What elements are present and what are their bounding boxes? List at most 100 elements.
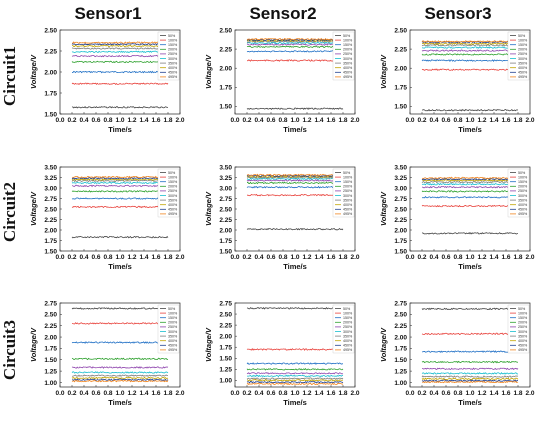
- x-tick-label: 0.0: [55, 117, 64, 124]
- y-tick-label: 1.75: [394, 346, 407, 353]
- x-tick-label: 0.4: [429, 117, 438, 124]
- legend-label: 350%: [168, 61, 178, 65]
- legend-label: 350%: [518, 198, 528, 202]
- series-line-100pct: [421, 204, 519, 208]
- x-tick-label: 1.4: [314, 117, 323, 124]
- x-axis-label: Time/s: [458, 262, 482, 271]
- legend-label: 100%: [168, 38, 178, 42]
- x-tick-label: 0.4: [79, 390, 88, 397]
- legend-label: 250%: [518, 325, 528, 329]
- x-tick-label: 1.4: [139, 117, 148, 124]
- x-tick-label: 0.8: [103, 390, 112, 397]
- x-tick-label: 0.4: [254, 254, 263, 261]
- series-line-300pct: [421, 371, 519, 375]
- x-tick-label: 1.2: [302, 254, 311, 261]
- panel-circuit3-sensor2: 0.0 0.2 0.4 0.6 0.8 1.0 1.2 1.4 1.6 1.8 2.0 1.00 1.2…: [204, 300, 360, 407]
- y-tick-label: 3.00: [44, 185, 57, 192]
- series-line-495pct: [246, 173, 344, 177]
- y-tick-label: 1.75: [219, 345, 232, 352]
- y-tick-label: 2.50: [394, 206, 407, 213]
- y-tick-label: 1.25: [219, 367, 232, 374]
- x-tick-label: 1.2: [477, 117, 486, 124]
- x-tick-label: 0.8: [453, 390, 462, 397]
- legend-label: 495%: [518, 348, 528, 352]
- x-tick-label: 1.6: [151, 117, 160, 124]
- legend-label: 200%: [343, 48, 353, 52]
- x-tick-label: 0.6: [266, 254, 275, 261]
- y-tick-label: 2.25: [219, 217, 232, 224]
- y-tick-label: 2.25: [219, 322, 232, 329]
- x-tick-label: 1.6: [151, 254, 160, 261]
- legend-label: 150%: [168, 43, 178, 47]
- y-tick-label: 1.75: [219, 85, 232, 92]
- panel-circuit3-sensor3: 0.0 0.2 0.4 0.6 0.8 1.0 1.2 1.4 1.6 1.8 2.0 1.00 1.2…: [379, 300, 535, 407]
- y-tick-label: 2.50: [44, 27, 57, 34]
- x-tick-label: 0.6: [266, 117, 275, 124]
- legend-label: 350%: [343, 61, 353, 65]
- y-tick-label: 1.00: [219, 378, 232, 385]
- legend-label: 300%: [168, 194, 178, 198]
- series-line-400pct: [421, 42, 519, 46]
- legend-label: 495%: [343, 212, 353, 216]
- legend-label: 350%: [518, 61, 528, 65]
- x-tick-label: 1.2: [477, 254, 486, 261]
- x-tick-label: 0.6: [441, 117, 450, 124]
- x-tick-label: 1.4: [489, 117, 498, 124]
- x-axis-label: Time/s: [283, 262, 307, 271]
- legend-label: 450%: [343, 344, 353, 348]
- y-tick-label: 1.50: [394, 248, 407, 255]
- x-tick-label: 0.0: [230, 254, 239, 261]
- x-tick-label: 0.8: [103, 117, 112, 124]
- y-tick-label: 2.25: [394, 323, 407, 330]
- panel-circuit1-sensor3: 0.0 0.2 0.4 0.6 0.8 1.0 1.2 1.4 1.6 1.8 2.0 1.50 1.7…: [379, 27, 535, 134]
- series-line-100pct: [421, 68, 519, 71]
- x-axis-label: Time/s: [283, 125, 307, 134]
- x-tick-label: 0.8: [453, 117, 462, 124]
- y-tick-label: 1.00: [44, 380, 57, 387]
- y-tick-label: 1.75: [44, 238, 57, 245]
- series-line-300pct: [421, 182, 519, 186]
- panel-circuit1-sensor1: 0.0 0.2 0.4 0.6 0.8 1.0 1.2 1.4 1.6 1.8 2.0 1.50 1.7…: [29, 27, 185, 134]
- series-line-50pct: [246, 107, 344, 111]
- series-line-200pct: [421, 53, 519, 56]
- series-line-100pct: [71, 322, 169, 325]
- panel-circuit2-sensor3: 0.0 0.2 0.4 0.6 0.8 1.0 1.2 1.4 1.6 1.8 2.0 1.50 1.7…: [379, 164, 535, 271]
- legend-label: 50%: [343, 171, 351, 175]
- column-title-sensor1: Sensor1: [74, 4, 141, 23]
- x-tick-label: 0.6: [441, 390, 450, 397]
- legend-label: 200%: [518, 185, 528, 189]
- series-line-250pct: [71, 366, 169, 369]
- y-tick-label: 1.50: [219, 104, 232, 111]
- x-axis-label: Time/s: [108, 398, 132, 407]
- y-tick-label: 1.25: [44, 368, 57, 375]
- y-tick-label: 2.00: [394, 334, 407, 341]
- series-line-50pct: [421, 108, 519, 112]
- legend-label: 200%: [518, 321, 528, 325]
- x-tick-label: 1.8: [163, 117, 172, 124]
- y-tick-label: 2.00: [394, 65, 407, 72]
- series-line-250pct: [246, 372, 344, 375]
- x-tick-label: 1.8: [338, 254, 347, 261]
- x-tick-label: 1.2: [127, 254, 136, 261]
- legend-label: 350%: [518, 334, 528, 338]
- series-line-50pct: [71, 307, 169, 310]
- x-tick-label: 2.0: [175, 390, 184, 397]
- y-tick-label: 2.25: [394, 217, 407, 224]
- y-tick-label: 1.75: [394, 85, 407, 92]
- legend-label: 450%: [168, 208, 178, 212]
- legend-label: 400%: [168, 203, 178, 207]
- y-tick-label: 2.25: [44, 217, 57, 224]
- legend-label: 495%: [518, 212, 528, 216]
- x-tick-label: 1.0: [290, 254, 299, 261]
- x-tick-label: 0.0: [405, 390, 414, 397]
- x-tick-label: 1.0: [465, 390, 474, 397]
- series-line-250pct: [71, 184, 169, 188]
- x-tick-label: 1.4: [314, 390, 323, 397]
- series-line-200pct: [71, 60, 169, 64]
- series-line-350pct: [246, 377, 344, 380]
- x-tick-label: 0.6: [91, 390, 100, 397]
- y-tick-label: 2.50: [219, 27, 232, 34]
- legend-label: 495%: [168, 75, 178, 79]
- legend-label: 150%: [518, 180, 528, 184]
- y-tick-label: 2.25: [394, 46, 407, 53]
